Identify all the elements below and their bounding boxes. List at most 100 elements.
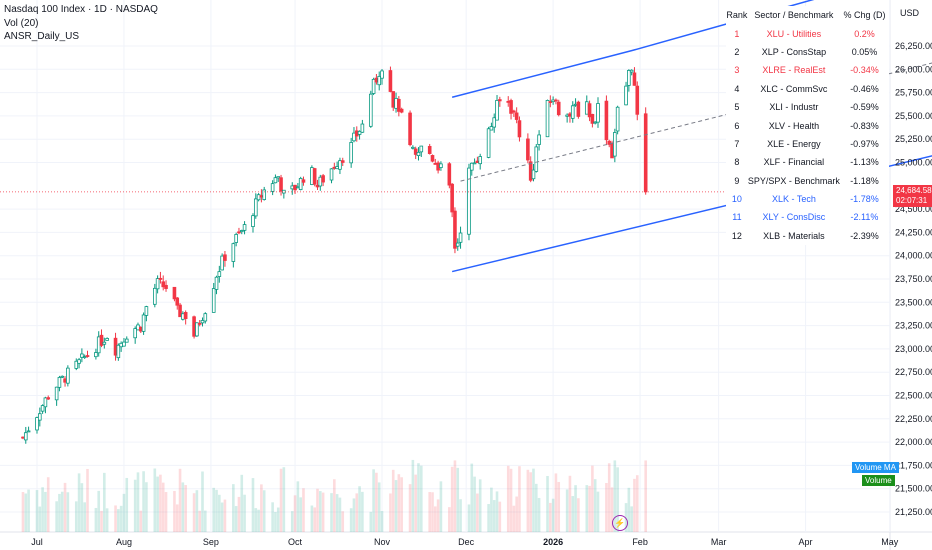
y-tick-label: 26,250.00 [895,41,932,51]
volume-bar [352,498,356,532]
candle-body [570,105,575,119]
candle-body [469,162,474,171]
volume-bar [204,510,207,532]
candle-body [397,98,401,112]
candle-body [568,113,572,117]
candle-body [296,186,300,189]
volume-bar [302,488,305,532]
candle-body [119,342,123,348]
volume-bar [512,505,516,532]
candle-body [545,99,550,138]
y-tick-label: 22,500.00 [895,391,932,401]
volume-bar [145,482,148,532]
candle-body [35,417,39,431]
rank-cell: 2 [734,46,740,57]
candle-body [195,322,199,337]
candle-body [40,405,45,412]
ansr-indicator-label[interactable]: ANSR_Daily_US [4,31,80,42]
candle-body [495,100,499,121]
volume-bar [139,510,143,532]
candle-body [82,356,87,358]
candle-body [66,367,70,384]
volume-bar [613,460,617,532]
volume-bar [487,504,490,532]
volume-bar [133,479,137,532]
candle-body [430,155,435,162]
x-tick-label: Mar [711,537,727,547]
volume-bar [80,483,84,532]
candle-body [74,360,79,369]
candle-body [301,179,306,183]
candle-body [183,312,188,320]
volume-bar [198,510,201,532]
volume-bar [201,471,204,532]
candle-body [80,353,84,358]
volume-bar [397,474,401,532]
volume-bar [509,468,513,532]
change-cell: -1.78% [850,194,879,205]
volume-bar [223,499,227,532]
candle-body [584,101,589,115]
time-axis: Jul Aug Sep Oct Nov Dec 2026 Feb Mar Apr May [31,537,898,547]
currency-label[interactable]: USD [900,8,920,18]
volume-bar [635,475,639,532]
change-cell: -0.59% [850,102,879,113]
change-header: % Chg (D) [843,10,886,21]
table-row: 3 XLRE - RealEst -0.34% [726,61,889,79]
candle-body [419,145,424,153]
y-tick-label: 22,250.00 [895,414,932,424]
candle-body [21,436,25,439]
candle-body [158,277,163,280]
candle-body [377,76,382,86]
candle-body [181,313,185,320]
volume-bar [335,494,339,532]
candle-body [368,93,373,127]
candle-body [259,195,264,198]
event-bolt-icon[interactable]: ⚡ [612,515,628,531]
candle-body [217,271,222,277]
candle-body [332,166,337,169]
table-row: 8 XLF - Financial -1.13% [726,153,889,171]
volume-bar [282,467,286,532]
volume-indicator-label[interactable]: Vol (20) [4,18,39,29]
candle-body [354,130,359,137]
volume-bar [195,490,199,532]
last-price-tag: 24,684.58 02:07:31 [893,184,932,207]
volume-bar [243,494,246,532]
candle-body [85,355,90,357]
candle-body [113,337,118,356]
volume-bar [568,475,572,532]
volume-bar [588,485,591,532]
candle-body [632,72,637,86]
rank-cell: 12 [731,230,742,241]
candle-body [352,132,356,142]
volume-bar [518,466,521,532]
volume-bar [153,468,157,532]
candle-body [77,359,81,364]
candle-body [116,344,121,359]
y-tick-label: 24,250.00 [895,227,932,237]
candle-body [643,113,648,193]
sector-cell: XLV - Health [768,120,820,131]
volume-bar [585,485,589,532]
y-tick-label: 23,000.00 [895,344,932,354]
volume-bar [408,484,412,532]
candle-body [509,100,513,114]
x-tick-label: Feb [632,537,648,547]
candle-body [234,234,238,243]
candle-body [436,162,440,171]
volume-bar [46,477,50,532]
sector-cell: XLF - Financial [763,157,825,168]
volume-bar [251,478,255,532]
y-tick-label: 25,250.00 [895,134,932,144]
volume-bar [310,505,314,532]
volume-bar [164,492,168,532]
volume-bar [299,497,302,532]
y-tick-label: 26,000.00 [895,64,932,74]
x-tick-label: Aug [116,537,132,547]
volume-bar [495,491,499,532]
x-tick-label: Jul [31,537,43,547]
candle-body [315,184,320,188]
candle-body [374,77,379,83]
